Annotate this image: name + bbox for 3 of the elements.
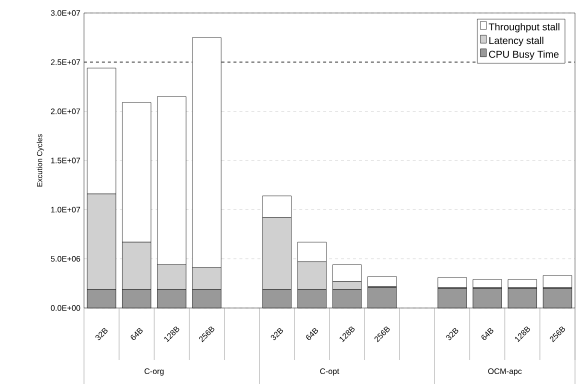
legend-label: Latency stall [489,36,544,46]
legend-label: CPU Busy Time [489,50,559,60]
legend-label: Throughput stall [488,23,560,32]
